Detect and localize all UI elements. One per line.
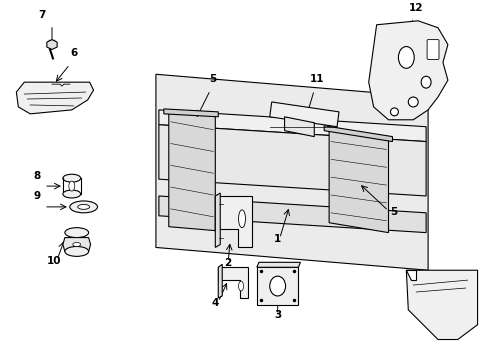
Ellipse shape xyxy=(398,46,413,68)
Text: 5: 5 xyxy=(389,207,396,217)
Ellipse shape xyxy=(69,181,75,191)
Polygon shape xyxy=(159,110,425,141)
Ellipse shape xyxy=(73,243,81,247)
Polygon shape xyxy=(256,262,300,267)
Ellipse shape xyxy=(269,276,285,296)
Polygon shape xyxy=(159,196,425,233)
Ellipse shape xyxy=(63,190,81,198)
Polygon shape xyxy=(368,21,447,120)
Polygon shape xyxy=(159,125,425,196)
Text: 5: 5 xyxy=(208,74,216,84)
Polygon shape xyxy=(47,40,57,50)
Text: 11: 11 xyxy=(309,74,324,84)
Polygon shape xyxy=(215,193,220,247)
Text: 12: 12 xyxy=(408,3,423,13)
Ellipse shape xyxy=(63,174,81,182)
Polygon shape xyxy=(218,264,222,298)
Ellipse shape xyxy=(238,210,245,228)
Polygon shape xyxy=(63,238,90,251)
FancyBboxPatch shape xyxy=(426,40,438,59)
Ellipse shape xyxy=(65,228,88,238)
Circle shape xyxy=(407,97,417,107)
Ellipse shape xyxy=(65,247,88,256)
Polygon shape xyxy=(406,270,415,280)
Ellipse shape xyxy=(420,76,430,88)
Text: 2: 2 xyxy=(224,258,231,268)
Text: 8: 8 xyxy=(34,171,41,181)
FancyBboxPatch shape xyxy=(256,267,298,305)
Polygon shape xyxy=(269,102,338,127)
Text: 7: 7 xyxy=(39,10,46,20)
Polygon shape xyxy=(284,117,314,136)
Polygon shape xyxy=(168,112,215,231)
Text: 3: 3 xyxy=(273,310,281,320)
Polygon shape xyxy=(328,130,387,233)
Polygon shape xyxy=(16,82,93,114)
Ellipse shape xyxy=(78,204,89,210)
Polygon shape xyxy=(218,267,247,298)
Text: 4: 4 xyxy=(211,298,219,308)
Text: 6: 6 xyxy=(70,49,77,58)
Polygon shape xyxy=(406,270,477,339)
Polygon shape xyxy=(163,109,218,117)
Polygon shape xyxy=(156,74,427,270)
Text: 1: 1 xyxy=(273,234,281,244)
Text: 10: 10 xyxy=(47,256,61,266)
Polygon shape xyxy=(215,196,251,247)
Polygon shape xyxy=(324,126,392,141)
Text: 9: 9 xyxy=(34,191,41,201)
Ellipse shape xyxy=(238,281,243,291)
Circle shape xyxy=(390,108,398,116)
Ellipse shape xyxy=(70,201,97,213)
